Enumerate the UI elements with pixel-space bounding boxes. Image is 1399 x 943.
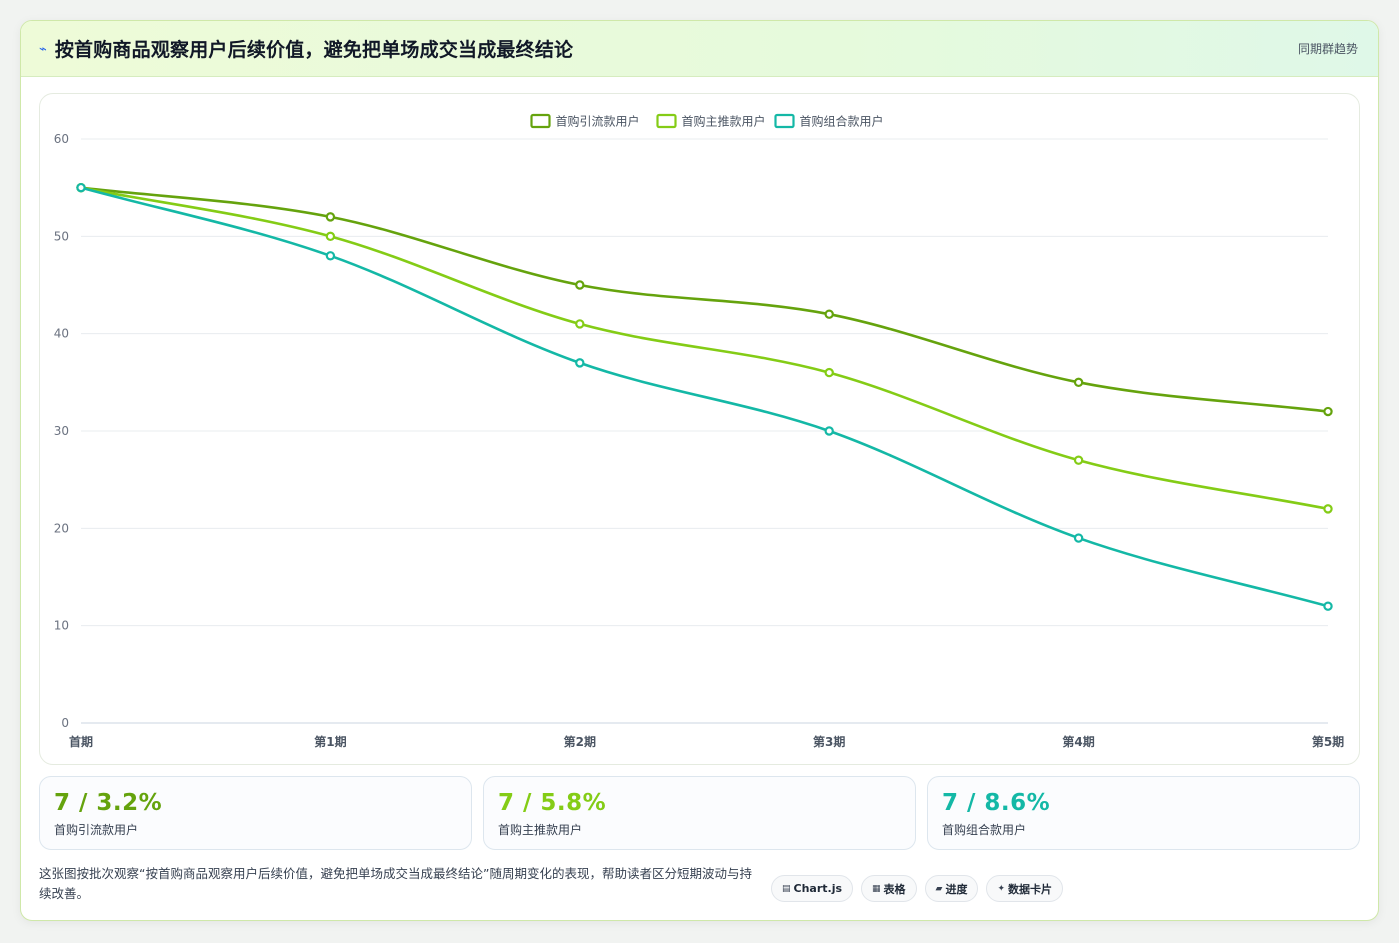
stat-card: 7 / 8.6% 首购组合款用户 (927, 776, 1360, 850)
card-footer: 这张图按批次观察“按首购商品观察用户后续价值，避免把单场成交当成最终结论”随周期… (39, 864, 1360, 904)
tag-label: 进度 (945, 882, 968, 896)
data-point (824, 309, 834, 319)
y-tick-label: 10 (54, 619, 69, 633)
data-point (1323, 406, 1333, 417)
page-title: 按首购商品观察用户后续价值，避免把单场成交当成最终结论 (54, 39, 574, 61)
y-tick-label: 0 (61, 716, 69, 730)
chart-icon: ▤ (782, 883, 791, 894)
bolt-icon: ⌁ (39, 42, 47, 57)
data-point (1073, 377, 1084, 388)
data-point (824, 426, 834, 436)
progress-icon: ▰ (935, 883, 943, 894)
table-icon: ▦ (872, 883, 881, 894)
y-tick-label: 20 (54, 521, 69, 535)
line-chart: 0 10 20 30 40 50 60 首期 第1期 第2期 第3期 第4期 第5期 首购引流款用户 首购主… (54, 113, 1344, 750)
legend-label: 首购主推款用户 (682, 114, 766, 129)
cohort-trend-link[interactable]: 同期群趋势 (1297, 42, 1358, 56)
legend-label: 首购引流款用户 (556, 114, 640, 129)
data-point (575, 319, 585, 329)
sparkle-icon: ✦ (997, 883, 1006, 894)
data-point (1323, 601, 1333, 611)
stat-cards: 7 / 3.2% 首购引流款用户 7 / 5.8% 首购主推款用户 7 / 8.… (39, 776, 1360, 850)
data-point (1073, 455, 1084, 465)
x-tick-label: 第5期 (1312, 734, 1344, 749)
tag-label: 表格 (883, 882, 906, 896)
chart-description: 这张图按批次观察“按首购商品观察用户后续价值，避免把单场成交当成最终结论”随周期… (39, 866, 752, 901)
x-tick-label: 第1期 (314, 734, 346, 749)
data-point (1323, 504, 1333, 514)
series-line (80, 186, 1329, 511)
y-tick-label: 40 (54, 327, 69, 341)
series-line (80, 186, 1329, 608)
tag-label: Chart.js (793, 882, 843, 895)
tag-data-card[interactable]: ✦ 数据卡片 (986, 875, 1064, 902)
tag-chartjs[interactable]: ▤ Chart.js (771, 875, 854, 902)
legend-swatch (656, 113, 677, 129)
legend-swatch (530, 113, 551, 129)
x-tick-label: 第4期 (1062, 734, 1094, 749)
series-line (80, 186, 1329, 413)
tag-label: 数据卡片 (1008, 882, 1053, 896)
data-point (325, 212, 336, 222)
card-header: ⌁ 按首购商品观察用户后续价值，避免把单场成交当成最终结论 同期群趋势 (21, 21, 1378, 77)
chart-panel: 0 10 20 30 40 50 60 首期 第1期 第2期 第3期 第4期 第5期 首购引流款用户 首购主… (39, 93, 1360, 765)
data-point (575, 358, 585, 368)
x-tick-label: 第2期 (564, 734, 596, 749)
tag-list: ▤ Chart.js ▦ 表格 ▰ 进度 ✦ 数据卡片 (771, 875, 1064, 902)
title-group: ⌁ 按首购商品观察用户后续价值，避免把单场成交当成最终结论 (39, 35, 573, 62)
stat-value: 7 / 8.6% (942, 790, 1051, 816)
stat-value: 7 / 5.8% (498, 790, 607, 816)
y-tick-label: 30 (54, 424, 69, 438)
dashboard-card: ⌁ 按首购商品观察用户后续价值，避免把单场成交当成最终结论 同期群趋势 0 10 2… (20, 20, 1379, 921)
stat-label: 首购组合款用户 (942, 823, 1027, 837)
data-point (575, 280, 585, 290)
data-point (824, 367, 834, 378)
data-point (1073, 533, 1084, 543)
stat-card: 7 / 3.2% 首购引流款用户 (39, 776, 472, 850)
stat-label: 首购主推款用户 (498, 823, 583, 837)
data-point (325, 251, 336, 261)
tag-table[interactable]: ▦ 表格 (861, 875, 917, 902)
tag-progress[interactable]: ▰ 进度 (924, 875, 979, 902)
legend-swatch (774, 113, 795, 129)
y-tick-label: 50 (54, 229, 69, 243)
x-tick-label: 第3期 (813, 734, 845, 749)
x-tick-label: 首期 (69, 734, 93, 749)
stat-card: 7 / 5.8% 首购主推款用户 (483, 776, 916, 850)
data-point (325, 231, 336, 242)
stat-label: 首购引流款用户 (54, 823, 139, 837)
legend-label: 首购组合款用户 (800, 114, 884, 129)
stat-value: 7 / 3.2% (54, 790, 163, 816)
data-point (76, 182, 86, 193)
y-tick-label: 60 (54, 132, 69, 146)
